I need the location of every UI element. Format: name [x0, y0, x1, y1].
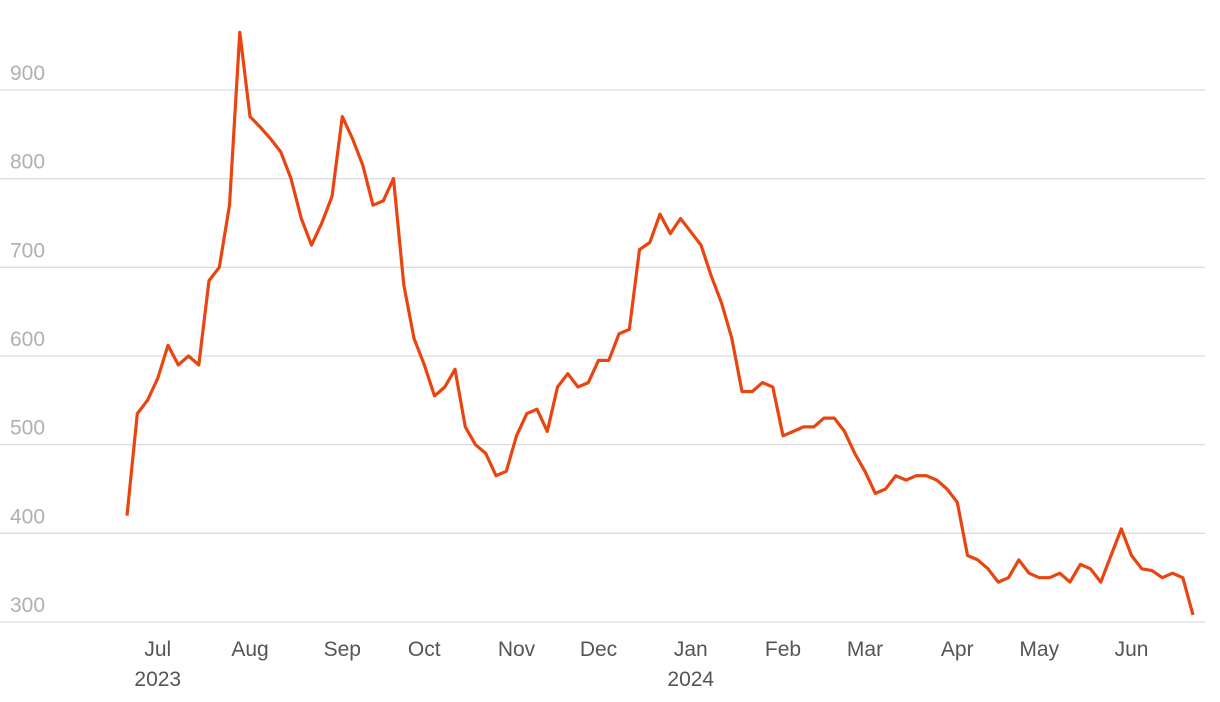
- x-tick-label: Nov: [498, 638, 536, 661]
- x-tick-label: Feb: [765, 638, 801, 661]
- x-tick-label: Dec: [580, 638, 617, 661]
- x-tick-label: Jun: [1115, 638, 1149, 661]
- y-tick-label: 400: [10, 505, 45, 528]
- y-tick-label: 900: [10, 62, 45, 85]
- y-tick-label: 300: [10, 594, 45, 617]
- x-tick-label: Aug: [231, 638, 268, 661]
- y-tick-label: 500: [10, 417, 45, 440]
- x-tick-label: May: [1019, 638, 1059, 661]
- y-tick-label: 700: [10, 239, 45, 262]
- x-tick-label: Sep: [324, 638, 361, 661]
- data-line: [125, 30, 1195, 616]
- y-tick-label: 800: [10, 151, 45, 174]
- x-tick-label: Jan 2024: [667, 638, 714, 691]
- x-tick-label: Apr: [941, 638, 974, 661]
- x-tick-label: Mar: [847, 638, 883, 661]
- y-tick-label: 600: [10, 328, 45, 351]
- x-tick-label: Jul 2023: [134, 638, 181, 691]
- x-tick-label: Oct: [408, 638, 441, 661]
